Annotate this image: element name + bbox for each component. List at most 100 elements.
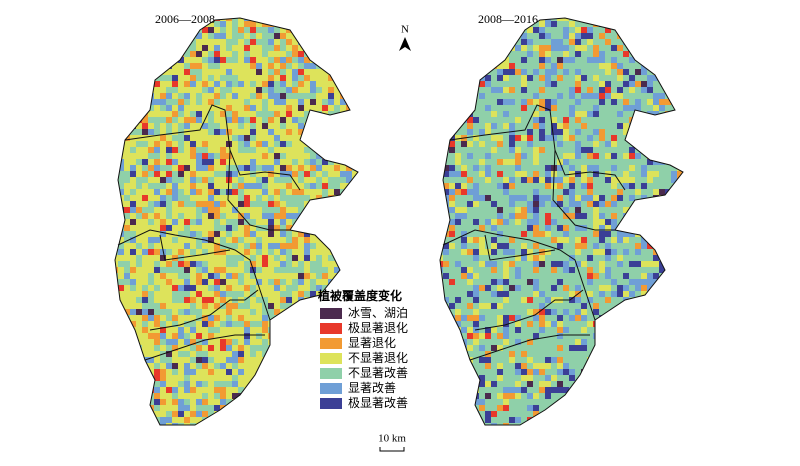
map-pixel <box>115 423 118 425</box>
map-pixel <box>166 315 172 321</box>
map-pixel <box>310 345 316 351</box>
map-pixel <box>214 285 220 291</box>
map-pixel <box>322 129 328 135</box>
map-pixel <box>196 141 202 147</box>
map-pixel <box>328 87 334 93</box>
map-pixel <box>635 249 641 255</box>
map-pixel <box>659 93 665 99</box>
map-pixel <box>178 141 184 147</box>
map-pixel <box>274 219 280 225</box>
map-pixel <box>238 315 244 321</box>
map-pixel <box>455 99 461 105</box>
map-pixel <box>455 105 461 111</box>
map-pixel <box>232 213 238 219</box>
map-pixel <box>250 141 256 147</box>
map-pixel <box>154 255 160 261</box>
map-pixel <box>623 105 629 111</box>
map-pixel <box>115 255 118 261</box>
map-pixel <box>461 285 467 291</box>
map-pixel <box>665 303 671 309</box>
map-pixel <box>340 105 346 111</box>
map-pixel <box>226 159 232 165</box>
map-pixel <box>352 171 358 177</box>
map-pixel <box>148 27 154 33</box>
map-pixel <box>569 225 575 231</box>
map-pixel <box>641 207 647 213</box>
map-pixel <box>118 39 124 45</box>
map-pixel <box>653 57 659 63</box>
map-pixel <box>653 135 659 141</box>
map-pixel <box>479 285 485 291</box>
map-pixel <box>575 69 581 75</box>
map-pixel <box>298 303 304 309</box>
map-pixel <box>659 21 665 27</box>
map-pixel <box>635 261 641 267</box>
map-pixel <box>473 219 479 225</box>
map-pixel <box>352 99 358 105</box>
map-pixel <box>467 171 473 177</box>
map-pixel <box>671 261 677 267</box>
map-pixel <box>130 243 136 249</box>
map-pixel <box>635 273 641 279</box>
map-pixel <box>533 39 539 45</box>
map-pixel <box>346 69 352 75</box>
map-pixel <box>160 399 166 405</box>
map-pixel <box>473 297 479 303</box>
map-pixel <box>587 117 593 123</box>
map-pixel <box>611 237 617 243</box>
map-pixel <box>665 201 671 207</box>
map-pixel <box>130 273 136 279</box>
map-pixel <box>503 201 509 207</box>
map-pixel <box>154 45 160 51</box>
map-pixel <box>515 87 521 93</box>
map-pixel <box>256 429 262 435</box>
map-pixel <box>569 261 575 267</box>
map-pixel <box>455 153 461 159</box>
map-pixel <box>623 183 629 189</box>
map-pixel <box>238 201 244 207</box>
map-pixel <box>617 141 623 147</box>
map-pixel <box>593 219 599 225</box>
map-pixel <box>196 417 202 423</box>
map-pixel <box>262 165 268 171</box>
map-pixel <box>208 273 214 279</box>
map-pixel <box>653 117 659 123</box>
map-pixel <box>509 135 515 141</box>
map-pixel <box>641 261 647 267</box>
map-pixel <box>629 231 635 237</box>
map-pixel <box>635 45 641 51</box>
map-pixel <box>304 399 310 405</box>
map-pixel <box>677 141 683 147</box>
map-pixel <box>115 291 118 297</box>
map-pixel <box>232 237 238 243</box>
map-pixel <box>286 87 292 93</box>
map-pixel <box>346 273 352 279</box>
map-pixel <box>160 27 166 33</box>
map-pixel <box>569 45 575 51</box>
map-pixel <box>160 123 166 129</box>
map-pixel <box>527 219 533 225</box>
map-pixel <box>130 165 136 171</box>
map-pixel <box>515 93 521 99</box>
map-pixel <box>244 39 250 45</box>
map-pixel <box>461 177 467 183</box>
map-pixel <box>142 147 148 153</box>
map-pixel <box>310 273 316 279</box>
map-pixel <box>587 219 593 225</box>
map-pixel <box>136 291 142 297</box>
map-pixel <box>677 117 683 123</box>
map-pixel <box>515 117 521 123</box>
map-pixel <box>190 159 196 165</box>
map-pixel <box>443 27 449 33</box>
map-pixel <box>256 315 262 321</box>
map-pixel <box>214 351 220 357</box>
map-pixel <box>653 21 659 27</box>
map-pixel <box>485 183 491 189</box>
map-pixel <box>250 63 256 69</box>
map-pixel <box>286 123 292 129</box>
map-pixel <box>262 249 268 255</box>
map-pixel <box>262 333 268 339</box>
map-pixel <box>202 315 208 321</box>
map-pixel <box>118 117 124 123</box>
map-pixel <box>178 291 184 297</box>
